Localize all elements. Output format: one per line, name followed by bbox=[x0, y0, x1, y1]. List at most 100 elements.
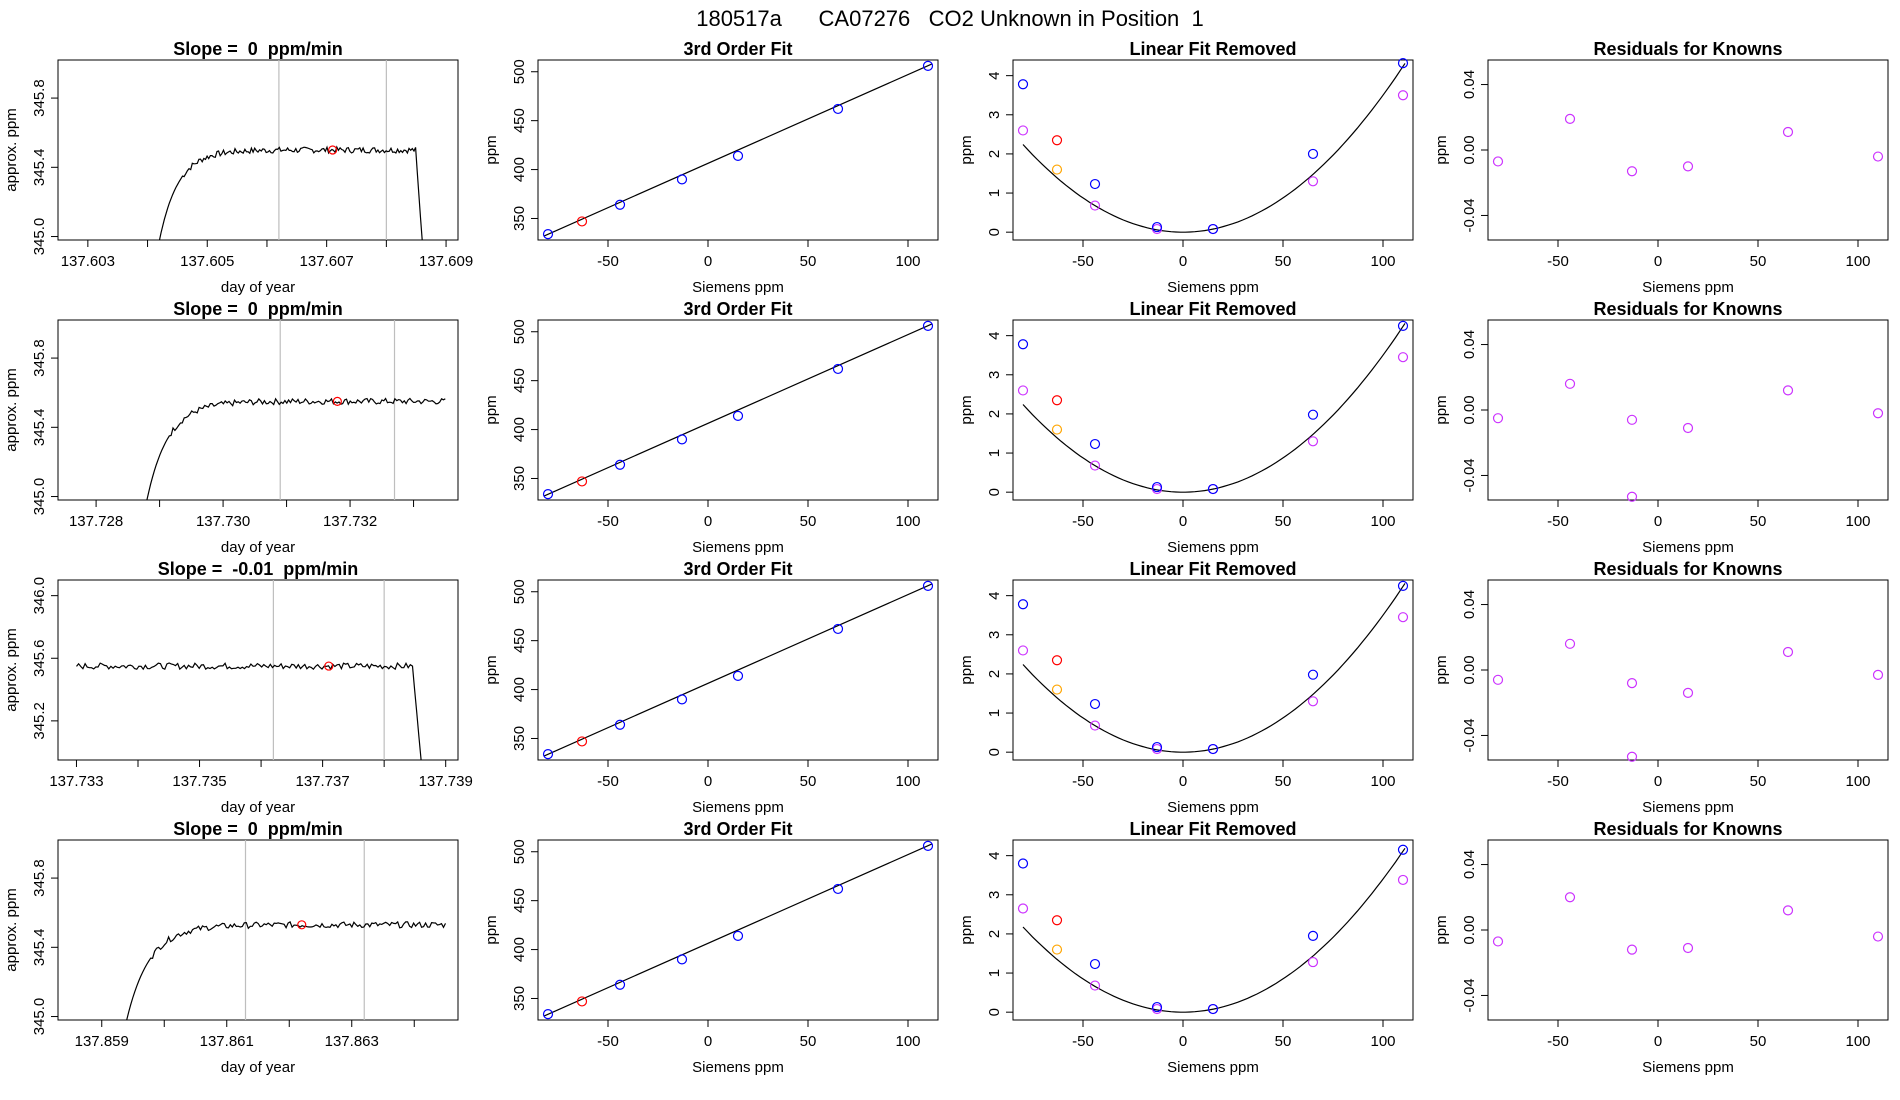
panel-title: 3rd Order Fit bbox=[683, 819, 792, 839]
plot-frame bbox=[57, 839, 459, 1021]
panel-title: Residuals for Knowns bbox=[1593, 559, 1782, 579]
known-point bbox=[1151, 221, 1163, 233]
y-axis-label: approx. ppm bbox=[3, 108, 20, 191]
known-point bbox=[1307, 669, 1319, 680]
y-tick-label: 4 bbox=[986, 331, 1003, 339]
x-tick-label: 0 bbox=[1654, 513, 1662, 530]
y-tick-label: 0.00 bbox=[1461, 135, 1478, 164]
x-tick-label: 137.607 bbox=[300, 253, 354, 270]
x-tick-label: 50 bbox=[1275, 253, 1292, 270]
x-tick-label: 137.863 bbox=[325, 1033, 379, 1050]
residual-point bbox=[1397, 90, 1409, 101]
x-tick-label: 100 bbox=[1845, 1033, 1870, 1050]
residual-point bbox=[1564, 892, 1576, 903]
known-point bbox=[922, 320, 934, 331]
residual-point bbox=[1017, 125, 1029, 136]
unknown-point bbox=[1051, 395, 1063, 406]
residual-point bbox=[1782, 905, 1794, 916]
y-tick-label: 345.0 bbox=[31, 218, 48, 256]
plot-frame bbox=[1487, 839, 1889, 1021]
residual-point bbox=[1017, 903, 1029, 914]
residual-point bbox=[1307, 436, 1319, 447]
plot-frame bbox=[1012, 579, 1414, 761]
plot-frame bbox=[537, 839, 939, 1021]
panel-r4c2: 3rd Order Fit Siemens ppm ppm -50 0 50 100 350 4… bbox=[483, 819, 939, 1076]
plot-frame bbox=[1487, 59, 1889, 241]
y-tick-label: 0 bbox=[986, 1008, 1003, 1016]
known-point bbox=[732, 150, 744, 161]
known-point bbox=[542, 229, 554, 240]
y-tick-label: 345.4 bbox=[31, 149, 48, 187]
unknown-point bbox=[576, 996, 588, 1007]
known-point bbox=[922, 60, 934, 71]
y-axis-label: ppm bbox=[1433, 135, 1450, 164]
residual-point bbox=[1089, 200, 1101, 211]
x-tick-label: 100 bbox=[895, 513, 920, 530]
y-tick-label: -0.04 bbox=[1461, 978, 1478, 1012]
x-tick-label: 100 bbox=[1370, 1033, 1395, 1050]
x-tick-label: 137.861 bbox=[200, 1033, 254, 1050]
residual-point bbox=[1626, 166, 1638, 177]
residual-point bbox=[1492, 936, 1504, 947]
fit-line bbox=[543, 63, 933, 237]
plot-frame bbox=[1012, 59, 1414, 241]
residual-point bbox=[1492, 674, 1504, 685]
co2-trace bbox=[76, 661, 422, 761]
fit-line bbox=[543, 843, 933, 1017]
residual-point bbox=[1682, 422, 1694, 434]
co2-trace bbox=[158, 145, 423, 241]
y-tick-label: 4 bbox=[986, 591, 1003, 599]
y-axis-label: approx. ppm bbox=[3, 368, 20, 451]
residual-point bbox=[1017, 645, 1029, 656]
x-tick-label: 50 bbox=[1275, 1033, 1292, 1050]
known-point bbox=[1307, 148, 1319, 160]
residual-point bbox=[1626, 751, 1638, 762]
y-axis-label: ppm bbox=[958, 655, 975, 684]
panel-r2c2: 3rd Order Fit Siemens ppm ppm -50 0 50 100 350 4… bbox=[483, 299, 939, 556]
orange-point bbox=[1051, 424, 1063, 435]
known-point bbox=[732, 930, 744, 941]
known-point bbox=[542, 749, 554, 760]
x-tick-label: 50 bbox=[800, 253, 817, 270]
x-axis-label: day of year bbox=[221, 539, 295, 556]
panel-title: Slope = 0 ppm/min bbox=[173, 39, 343, 59]
residual-point bbox=[1682, 161, 1694, 172]
residual-point bbox=[1397, 612, 1409, 623]
y-tick-label: 0.00 bbox=[1461, 395, 1478, 424]
known-point bbox=[1151, 741, 1163, 753]
panel-title: 3rd Order Fit bbox=[683, 299, 792, 319]
y-tick-label: -0.04 bbox=[1461, 718, 1478, 752]
x-tick-label: 100 bbox=[895, 253, 920, 270]
y-tick-label: 500 bbox=[511, 319, 528, 344]
known-point bbox=[676, 954, 688, 965]
x-axis-label: Siemens ppm bbox=[1642, 539, 1734, 556]
known-point bbox=[1089, 958, 1101, 970]
residual-point bbox=[1089, 460, 1101, 471]
known-point bbox=[1207, 1003, 1219, 1015]
panel-title: Linear Fit Removed bbox=[1129, 299, 1296, 319]
known-point bbox=[1207, 223, 1219, 235]
x-tick-label: 137.605 bbox=[180, 253, 234, 270]
y-tick-label: 2 bbox=[986, 670, 1003, 678]
y-tick-label: 350 bbox=[511, 986, 528, 1011]
y-tick-label: -0.04 bbox=[1461, 458, 1478, 492]
known-point bbox=[1397, 58, 1409, 69]
y-axis-label: ppm bbox=[483, 655, 500, 684]
y-tick-label: 350 bbox=[511, 726, 528, 751]
x-tick-label: -50 bbox=[1072, 773, 1094, 790]
co2-trace bbox=[126, 920, 447, 1021]
plot-frame bbox=[1487, 319, 1889, 501]
x-axis-label: Siemens ppm bbox=[1642, 279, 1734, 296]
panel-title: Linear Fit Removed bbox=[1129, 819, 1296, 839]
y-axis-label: ppm bbox=[1433, 915, 1450, 944]
y-tick-label: 0 bbox=[986, 748, 1003, 756]
residual-point bbox=[1089, 980, 1101, 991]
panel-title: 3rd Order Fit bbox=[683, 559, 792, 579]
y-tick-label: 0 bbox=[986, 488, 1003, 496]
panel-title: Slope = 0 ppm/min bbox=[173, 819, 343, 839]
x-tick-label: -50 bbox=[597, 773, 619, 790]
residual-point bbox=[1626, 677, 1638, 689]
known-point bbox=[1089, 698, 1101, 710]
